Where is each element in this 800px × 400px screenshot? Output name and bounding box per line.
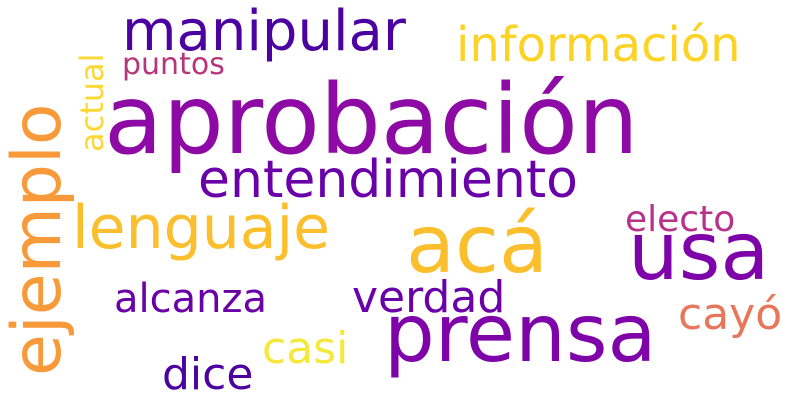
word-entendimiento: entendimiento — [198, 150, 578, 210]
word-prensa: prensa — [384, 287, 657, 380]
word-actual: actual — [73, 53, 111, 152]
word-lenguaje: lenguaje — [72, 193, 331, 263]
word-aprobacion: aprobación — [104, 64, 639, 176]
word-puntos: puntos — [122, 47, 225, 82]
word-informacion: información — [456, 17, 741, 73]
word-dice: dice — [162, 349, 254, 400]
word-ejemplo: ejemplo — [0, 103, 77, 376]
word-casi: casi — [262, 323, 349, 374]
word-electo: electo — [625, 199, 736, 240]
word-verdad: verdad — [352, 272, 506, 323]
word-aca: acá — [406, 198, 549, 291]
word-manipular: manipular — [122, 0, 406, 64]
word-alcanza: alcanza — [114, 276, 267, 322]
word-cayo: cayó — [678, 289, 783, 340]
word-usa: usa — [628, 205, 770, 298]
